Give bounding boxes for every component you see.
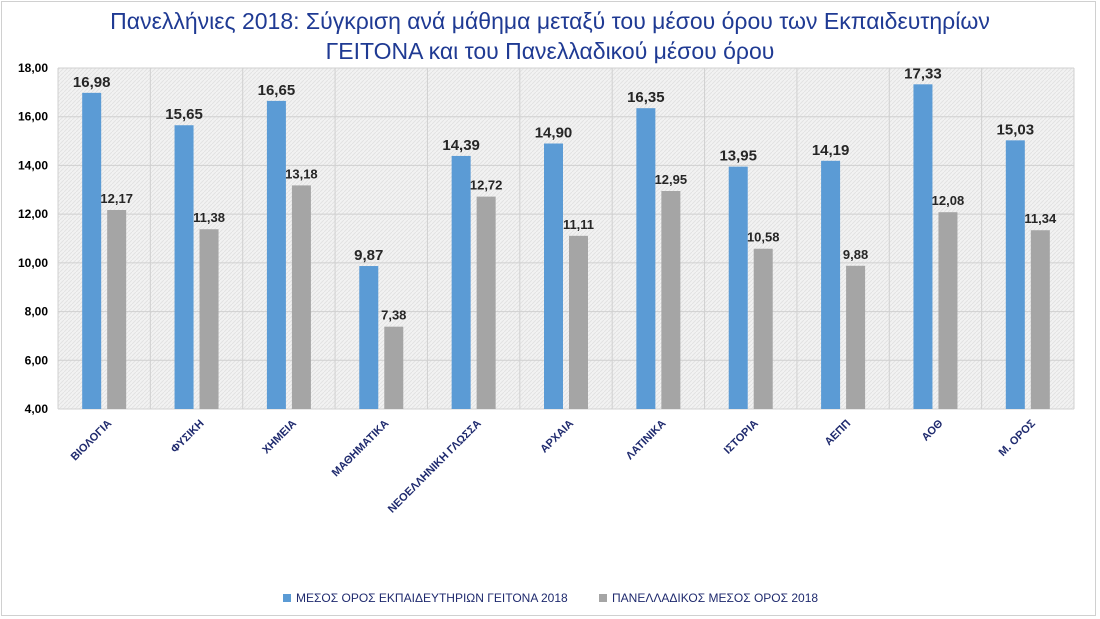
bar-series-1 [266, 100, 286, 409]
bar-series-2 [199, 229, 219, 409]
x-tick-label: ΑΟΘ [920, 417, 946, 443]
legend-label-series-1: ΜΕΣΟΣ ΟΡΟΣ ΕΚΠΑΙΔΕΥΤΗΡΙΩΝ ΓΕΙΤΟΝΑ 2018 [296, 591, 568, 605]
data-label-series-1: 14,19 [812, 142, 850, 159]
chart-title-line-2: ΓΕΙΤΟΝΑ και του Πανελλαδικού μέσου όρου [325, 38, 775, 64]
y-tick-label: 18,00 [18, 61, 48, 75]
bar-series-1 [544, 143, 563, 409]
y-tick-label: 16,00 [18, 110, 48, 124]
bar-series-2 [846, 265, 866, 409]
chart-title-line-1: Πανελλήνιες 2018: Σύγκριση ανά μάθημα με… [110, 8, 990, 34]
x-tick-label: ΝΕΟΕΛΛΗΝΙΚΗ ΓΛΩΣΣΑ [386, 418, 484, 516]
bar-series-2 [107, 210, 127, 409]
data-label-series-1: 14,39 [442, 137, 480, 154]
x-tick-label: Μ. ΟΡΟΣ [997, 417, 1039, 459]
gridlines [57, 67, 1075, 410]
plot-area [58, 68, 1074, 409]
y-tick-label: 6,00 [25, 353, 49, 367]
legend-label-series-2: ΠΑΝΕΛΛΑΔΙΚΟΣ ΜΕΣΟΣ ΟΡΟΣ 2018 [612, 591, 818, 605]
legend-swatch-series-2 [599, 594, 607, 602]
y-tick-label: 4,00 [25, 402, 49, 416]
bar-series-2 [1030, 230, 1050, 409]
bar-series-1 [1005, 140, 1025, 410]
data-label-series-2: 10,58 [747, 230, 780, 245]
bar-series-2 [661, 191, 681, 409]
y-tick-label: 12,00 [18, 207, 48, 221]
data-label-series-2: 11,38 [193, 210, 225, 225]
x-tick-label: ΒΙΟΛΟΓΙΑ [69, 418, 115, 464]
bar-series-2 [291, 185, 311, 409]
data-label-series-1: 15,03 [997, 121, 1035, 138]
data-label-series-2: 12,17 [100, 191, 133, 206]
bar-series-1 [913, 84, 933, 410]
data-label-series-2: 12,72 [470, 178, 503, 193]
bar-series-1 [728, 166, 748, 409]
legend: ΜΕΣΟΣ ΟΡΟΣ ΕΚΠΑΙΔΕΥΤΗΡΙΩΝ ΓΕΙΤΟΝΑ 2018 Π… [283, 591, 818, 605]
data-label-series-1: 13,95 [719, 148, 757, 165]
bars: 16,98 12,17 15,65 11,38 16,65 13,18 9,87 7,38 14… [73, 65, 1057, 410]
data-label-series-2: 12,08 [932, 193, 965, 208]
y-tick-label: 14,00 [18, 158, 48, 172]
bar-series-1 [821, 160, 841, 409]
x-tick-label: ΑΕΠΠ [823, 418, 854, 449]
bar-series-1 [359, 266, 379, 409]
x-tick-label: ΛΑΤΙΝΙΚΑ [624, 418, 669, 463]
bar-series-2 [753, 248, 773, 409]
bar-series-1 [82, 92, 102, 409]
data-label-series-2: 7,38 [381, 308, 406, 323]
bar-series-1 [451, 155, 471, 409]
data-label-series-1: 9,87 [354, 247, 383, 264]
data-label-series-2: 11,34 [1024, 211, 1057, 226]
y-axis: 4,00 6,00 8,00 10,00 12,00 14,00 16,00 18,00 [18, 61, 48, 416]
data-label-series-1: 16,35 [627, 89, 665, 106]
bar-series-1 [636, 108, 656, 410]
chart-title: Πανελλήνιες 2018: Σύγκριση ανά μάθημα με… [0, 6, 1100, 66]
bar-series-2 [938, 212, 958, 409]
bar-series-2 [569, 235, 588, 409]
bar-series-2 [476, 196, 496, 409]
data-label-series-2: 11,11 [563, 217, 594, 232]
bar-series-2 [384, 326, 404, 409]
bar-series-1 [174, 125, 194, 409]
x-axis: ΒΙΟΛΟΓΙΑ ΦΥΣΙΚΗ ΧΗΜΕΙΑ ΜΑΘΗΜΑΤΙΚΑΝΕΟΕΛΛΗΝΙΚ… [69, 417, 1039, 515]
data-label-series-1: 14,90 [535, 125, 573, 142]
x-tick-label: ΙΣΤΟΡΙΑ [722, 418, 761, 457]
y-tick-label: 8,00 [25, 305, 49, 319]
data-label-series-1: 16,98 [73, 74, 111, 91]
x-tick-label: ΜΑΘΗΜΑΤΙΚΑ [330, 418, 392, 480]
y-tick-label: 10,00 [18, 256, 48, 270]
data-label-series-2: 9,88 [843, 247, 868, 262]
data-label-series-2: 13,18 [285, 166, 318, 181]
legend-swatch-series-1 [283, 594, 291, 602]
data-label-series-1: 17,33 [904, 65, 942, 82]
x-tick-label: ΧΗΜΕΙΑ [260, 418, 299, 457]
data-label-series-1: 16,65 [258, 82, 296, 99]
data-label-series-1: 15,65 [165, 106, 203, 123]
data-label-series-2: 12,95 [655, 172, 688, 187]
x-tick-label: ΦΥΣΙΚΗ [169, 418, 207, 456]
x-tick-label: ΑΡΧΑΙΑ [538, 418, 576, 456]
